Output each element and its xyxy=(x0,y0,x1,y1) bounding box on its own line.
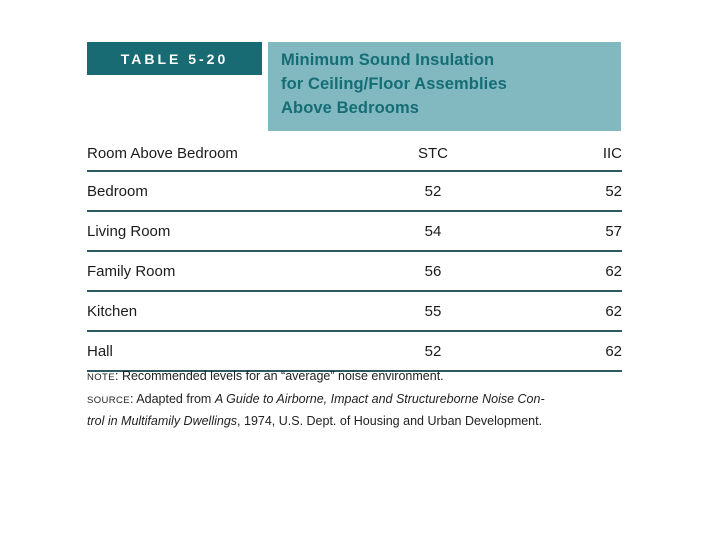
source-title-line1: A Guide to Airborne, Impact and Structur… xyxy=(214,391,545,406)
row-stc-value: 55 xyxy=(424,302,442,320)
table-title-line-3: Above Bedrooms xyxy=(281,99,420,117)
table-row: Kitchen 55 62 xyxy=(87,292,622,332)
table-row: Hall 52 62 xyxy=(87,332,622,372)
source-line: SOURCE: Adapted from A Guide to Airborne… xyxy=(87,389,624,433)
table-title-line-2: for Ceiling/Floor Assemblies xyxy=(281,75,507,93)
table-footnotes: NOTE: Recommended levels for an “average… xyxy=(87,366,624,433)
row-iic-value: 62 xyxy=(605,342,622,360)
row-stc-value: 52 xyxy=(424,182,442,200)
note-line: NOTE: Recommended levels for an “average… xyxy=(87,366,624,389)
row-stc-value: 52 xyxy=(424,342,442,360)
table-title-panel: Minimum Sound Insulation for Ceiling/Flo… xyxy=(268,42,621,131)
source-title-line2: trol in Multifamily Dwellings xyxy=(87,414,238,428)
row-room-label: Living Room xyxy=(87,222,171,240)
column-header-stc: STC xyxy=(418,144,448,162)
row-iic-value: 57 xyxy=(605,222,622,240)
table-row: Bedroom 52 52 xyxy=(87,172,622,212)
table-number-badge: TABLE 5-20 xyxy=(87,42,262,75)
row-room-label: Kitchen xyxy=(87,302,138,320)
table-title-line-1: Minimum Sound Insulation xyxy=(281,51,495,69)
table-row: Living Room 54 57 xyxy=(87,212,622,252)
row-stc-value: 54 xyxy=(424,222,442,240)
row-iic-value: 62 xyxy=(605,302,622,320)
column-header-iic: IIC xyxy=(602,144,622,162)
row-iic-value: 62 xyxy=(605,262,622,280)
column-header-room: Room Above Bedroom xyxy=(87,144,238,162)
row-iic-value: 52 xyxy=(605,182,622,200)
table-column-header-row: Room Above Bedroom STC IIC xyxy=(87,136,622,172)
source-suffix: , 1974, U.S. Dept. of Housing and Urban … xyxy=(237,414,543,428)
note-label: NOTE xyxy=(87,372,115,383)
table-row: Family Room 56 62 xyxy=(87,252,622,292)
table-header-block: TABLE 5-20 Minimum Sound Insulation for … xyxy=(87,42,621,131)
source-prefix: : Adapted from xyxy=(130,391,215,406)
row-room-label: Bedroom xyxy=(87,182,148,200)
note-text: : Recommended levels for an “average” no… xyxy=(115,369,444,383)
row-stc-value: 56 xyxy=(424,262,442,280)
row-room-label: Hall xyxy=(87,342,113,360)
sound-insulation-table: Room Above Bedroom STC IIC Bedroom 52 52… xyxy=(87,136,622,372)
row-room-label: Family Room xyxy=(87,262,176,280)
source-label: SOURCE xyxy=(87,394,131,406)
